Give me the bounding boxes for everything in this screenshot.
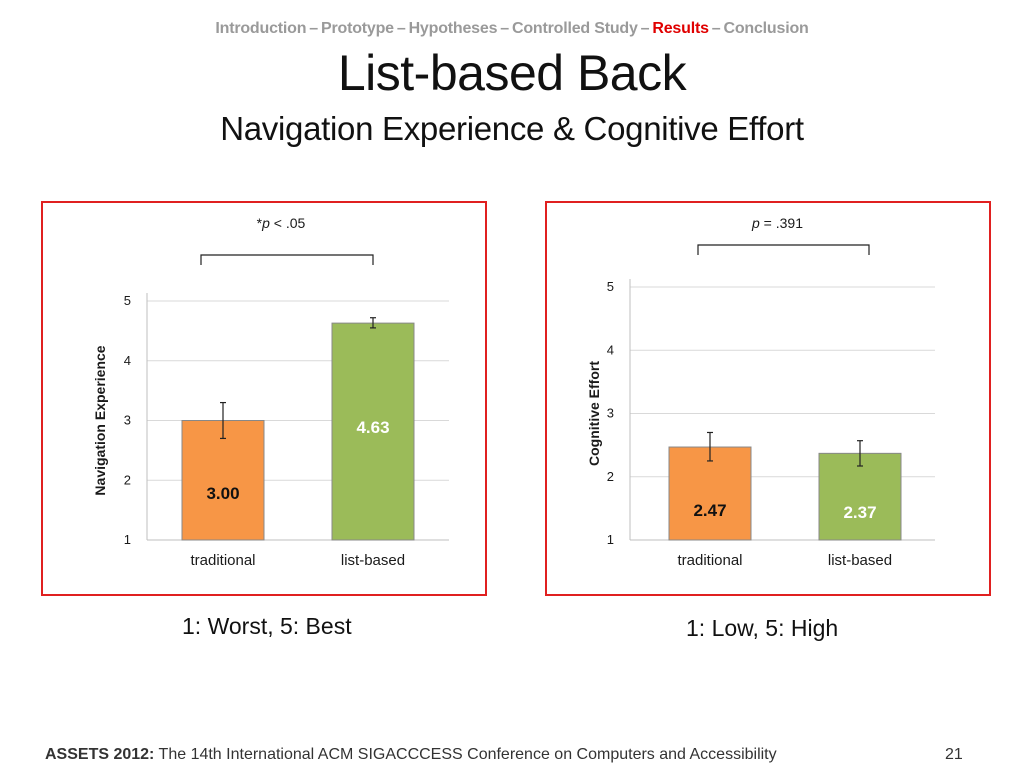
slide-subtitle: Navigation Experience & Cognitive Effort [220, 110, 804, 147]
footer-conference-name: ASSETS 2012: [45, 746, 155, 763]
breadcrumb-item-results[interactable]: Results [652, 20, 709, 37]
significance-label: p = .391 [751, 215, 803, 231]
breadcrumb-separator: – [640, 20, 650, 37]
significance-label: *p < .05 [257, 215, 306, 231]
bar-list-based [331, 322, 415, 541]
data-label-list-based: 4.63 [356, 418, 389, 437]
bar-list-based [818, 452, 902, 541]
y-tick-label: 5 [124, 293, 131, 308]
y-axis-label: Cognitive Effort [586, 361, 602, 466]
y-axis-label: Navigation Experience [92, 345, 108, 495]
x-tick-label-list-based: list-based [341, 552, 405, 569]
cognitive-effort-chart-panel: 1 2 3 4 5 Cognitive Effort 2.47 traditional 2.37… [545, 201, 991, 596]
page-number: 21 [945, 746, 963, 763]
breadcrumb-separator: – [500, 20, 509, 37]
significance-p: p [751, 215, 760, 231]
breadcrumb-item-introduction[interactable]: Introduction [215, 20, 307, 37]
y-tick-label: 4 [124, 353, 131, 368]
scale-note-navigation: 1: Worst, 5: Best [182, 613, 352, 639]
significance-prefix: * [257, 215, 263, 231]
significance-bracket [697, 244, 870, 255]
breadcrumb-separator: – [711, 20, 721, 37]
y-tick-label: 1 [607, 532, 614, 547]
footer-conference-text: The 14th International ACM SIGACCCESS Co… [154, 746, 777, 763]
breadcrumb-item-controlled-study[interactable]: Controlled Study [511, 20, 638, 37]
bar-traditional [668, 446, 752, 541]
data-label-traditional: 2.47 [693, 501, 726, 520]
footer-conference: ASSETS 2012: The 14th International ACM … [45, 746, 777, 764]
x-tick-label-traditional: traditional [190, 552, 255, 569]
breadcrumb-separator: – [396, 20, 406, 37]
y-tick-label: 2 [607, 469, 614, 484]
navigation-experience-chart: 1 2 3 4 5 Navigation Experience 3.00 traditiona… [92, 215, 449, 569]
significance-bracket [200, 254, 374, 265]
breadcrumb-item-hypotheses[interactable]: Hypotheses [408, 20, 498, 37]
y-tick-label: 5 [607, 279, 614, 294]
y-tick-label: 4 [607, 342, 614, 357]
breadcrumb: Introduction – Prototype – Hypotheses – Contro… [0, 20, 1024, 38]
y-tick-label: 1 [124, 532, 131, 547]
breadcrumb-item-prototype[interactable]: Prototype [321, 20, 394, 37]
cognitive-effort-chart: 1 2 3 4 5 Cognitive Effort 2.47 traditional 2.37… [586, 215, 935, 569]
data-label-list-based: 2.37 [843, 503, 876, 522]
y-tick-label: 2 [124, 472, 131, 487]
breadcrumb-separator: – [309, 20, 318, 37]
scale-note-effort: 1: Low, 5: High [686, 615, 839, 641]
data-label-traditional: 3.00 [206, 484, 239, 503]
slide-title: List-based Back [337, 45, 687, 101]
navigation-experience-chart-panel: 1 2 3 4 5 Navigation Experience 3.00 traditiona… [41, 201, 487, 596]
y-tick-label: 3 [607, 406, 614, 421]
significance-p: p [261, 215, 270, 231]
significance-value: < .05 [270, 215, 306, 231]
x-tick-label-traditional: traditional [677, 552, 742, 569]
y-tick-label: 3 [124, 413, 131, 428]
x-tick-label-list-based: list-based [828, 552, 892, 569]
breadcrumb-item-conclusion[interactable]: Conclusion [723, 20, 809, 37]
bar-traditional [181, 420, 265, 541]
significance-value: = .391 [760, 215, 803, 231]
